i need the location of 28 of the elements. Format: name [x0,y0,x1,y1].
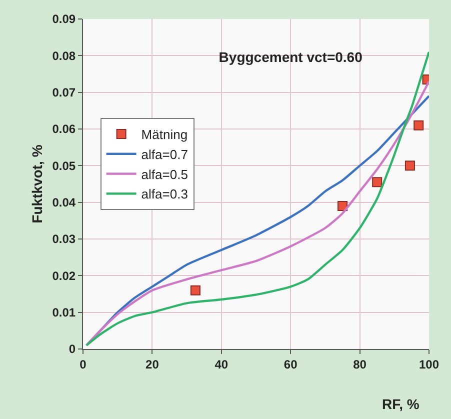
point [372,177,382,188]
y-tick-label: 0.06 [52,122,76,136]
point [190,285,200,296]
y-tick-label: 0.02 [52,268,76,283]
legend-label: Mätning [141,127,188,142]
point [414,120,424,130]
x-axis-title: RF, % [382,396,420,412]
legend-label: alfa=0.5 [141,166,188,182]
y-tick-label: 0.08 [52,48,76,63]
y-axis-title: Fuktkvot, % [28,144,45,224]
legend-label: alfa=0.7 [141,146,188,162]
point [338,201,348,211]
y-tick-label: 0.05 [52,158,76,173]
x-tick-label: 40 [214,357,228,372]
y-tick-label: 0.04 [52,196,76,210]
y-tick-label: 0.07 [52,86,76,100]
x-tick-label: 20 [146,357,160,372]
text: Byggcement vct=0.60 [218,48,363,65]
y-tick-label: 0.01 [52,306,76,320]
y-tick-label: 0 [68,342,76,356]
x-tick-label: 80 [353,357,367,372]
point [404,160,415,171]
x-tick-label: 100 [418,357,440,372]
x-tick-label: 0 [80,357,87,372]
x-tick-label: 60 [284,357,298,372]
y-tick-label: 0.03 [52,232,76,246]
y-tick-label: 0.09 [52,12,76,26]
legend-label: alfa=0.3 [141,186,188,202]
